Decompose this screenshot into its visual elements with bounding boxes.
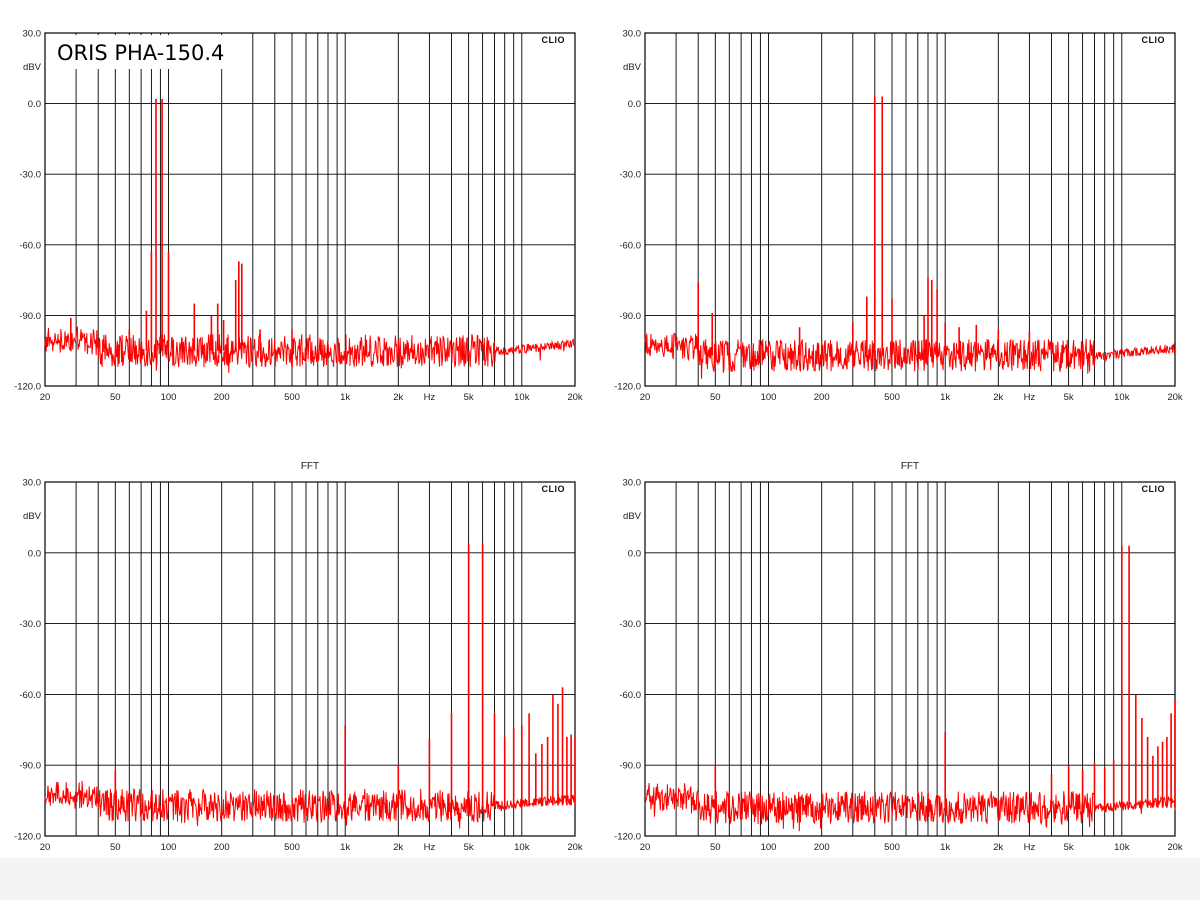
x-tick-label: 200 [214,392,230,403]
fft-plot-grid: 30.0 0.0 -30.0 -60.0 -90.0 -120.0 dBV 20 50 100 20… [14,29,1183,854]
clio-brand-label: CLIO [542,484,566,494]
x-tick-label: 1k [940,392,950,403]
plot-title: FFT [901,461,919,472]
x-tick-label: 5k [464,392,474,403]
y-tick-label: -30.0 [19,170,41,181]
y-tick-label: 30.0 [23,29,42,40]
y-axis-unit: dBV [623,62,642,73]
y-axis-unit: dBV [23,511,42,522]
product-label: ORIS PHA-150.4 [57,41,224,65]
x-tick-label: 200 [214,842,230,853]
clio-brand-label: CLIO [1142,35,1166,45]
fft-plot-2: 30.0 0.0 -30.0 -60.0 -90.0 -120.0 dBV 20 50 100 20… [614,29,1183,404]
x-tick-label: 500 [884,842,900,853]
x-tick-label: 100 [761,842,777,853]
y-tick-label: -30.0 [619,170,641,181]
y-tick-label: -90.0 [619,311,641,322]
x-tick-label: 100 [761,392,777,403]
plot-title: FFT [301,461,319,472]
x-axis-unit: Hz [424,392,436,403]
fft-plot-1: 30.0 0.0 -30.0 -60.0 -90.0 -120.0 dBV 20 50 100 20… [14,29,583,404]
plot-frame [644,481,1176,837]
x-tick-label: 10k [1114,392,1130,403]
x-tick-label: 50 [710,392,721,403]
x-tick-label: 5k [1064,842,1074,853]
x-tick-label: 10k [514,842,530,853]
footer-band [0,858,1200,900]
plot-frame [44,32,576,387]
x-axis-unit: Hz [1024,392,1036,403]
fft-plot-3: 30.0 0.0 -30.0 -60.0 -90.0 -120.0 dBV 20 50 100 20… [14,461,583,853]
x-tick-label: 20 [640,392,651,403]
y-tick-label: 0.0 [28,99,41,110]
fft-plot-4: 30.0 0.0 -30.0 -60.0 -90.0 -120.0 dBV 20 50 100 20… [614,461,1183,853]
x-tick-label: 5k [464,842,474,853]
y-tick-label: -30.0 [619,619,641,630]
x-tick-label: 1k [340,392,350,403]
x-tick-label: 2k [993,392,1003,403]
x-tick-label: 20 [40,392,51,403]
x-tick-label: 10k [1114,842,1130,853]
y-tick-label: -120.0 [14,382,41,393]
y-tick-label: 30.0 [23,478,42,489]
clio-brand-label: CLIO [542,35,566,45]
product-label-background [47,35,239,69]
x-tick-label: 1k [940,842,950,853]
x-tick-label: 50 [110,842,121,853]
x-tick-label: 20k [567,842,583,853]
x-tick-label: 20k [567,392,583,403]
x-axis-unit: Hz [424,842,436,853]
x-tick-label: 50 [710,842,721,853]
x-tick-label: 500 [284,842,300,853]
y-tick-label: -120.0 [614,832,641,843]
y-tick-label: 0.0 [628,99,641,110]
plot-frame [644,32,1176,387]
x-tick-label: 50 [110,392,121,403]
x-tick-label: 100 [161,842,177,853]
x-tick-label: 200 [814,842,830,853]
y-axis-unit: dBV [623,511,642,522]
x-tick-label: 10k [514,392,530,403]
x-tick-label: 5k [1064,392,1074,403]
y-tick-label: -90.0 [19,311,41,322]
x-tick-label: 500 [884,392,900,403]
x-tick-label: 200 [814,392,830,403]
plot-frame [44,481,576,837]
y-tick-label: -60.0 [619,690,641,701]
y-tick-label: -90.0 [19,761,41,772]
y-tick-label: 0.0 [28,548,41,559]
y-axis-unit: dBV [23,62,42,73]
x-tick-label: 2k [393,842,403,853]
x-tick-label: 20 [640,842,651,853]
noise-floor-trace [644,783,1176,832]
y-tick-label: 0.0 [628,548,641,559]
y-tick-label: -60.0 [19,240,41,251]
x-tick-label: 20k [1167,842,1183,853]
noise-floor-trace [44,326,576,373]
clio-brand-label: CLIO [1142,484,1166,494]
x-tick-label: 20 [40,842,51,853]
x-tick-label: 2k [393,392,403,403]
y-tick-label: -60.0 [619,240,641,251]
x-axis-unit: Hz [1024,842,1036,853]
y-tick-label: -30.0 [19,619,41,630]
y-tick-label: -90.0 [619,761,641,772]
y-tick-label: 30.0 [623,29,642,40]
x-tick-label: 500 [284,392,300,403]
y-tick-label: -120.0 [14,832,41,843]
x-tick-label: 20k [1167,392,1183,403]
x-tick-label: 100 [161,392,177,403]
fft-plots-canvas: 30.0 0.0 -30.0 -60.0 -90.0 -120.0 dBV 20 50 100 20… [14,29,1183,854]
x-tick-label: 2k [993,842,1003,853]
y-tick-label: -60.0 [19,690,41,701]
noise-floor-trace [44,780,576,829]
y-tick-label: -120.0 [614,382,641,393]
y-tick-label: 30.0 [623,478,642,489]
noise-floor-trace [644,332,1176,379]
x-tick-label: 1k [340,842,350,853]
